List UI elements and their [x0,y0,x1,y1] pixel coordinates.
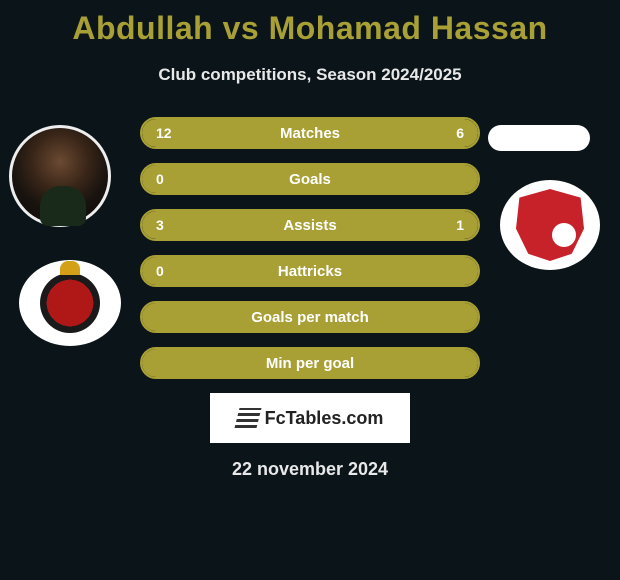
stat-row-gpm: Goals per match [140,301,480,333]
club-right-shield-icon [516,189,584,261]
stat-label: Assists [283,217,336,234]
page-title: Abdullah vs Mohamad Hassan [0,0,620,47]
stat-value-left: 12 [156,125,172,141]
date-label: 22 november 2024 [0,459,620,480]
club-left-emblem-icon [40,273,100,333]
club-right-badge [500,180,600,270]
subtitle: Club competitions, Season 2024/2025 [0,65,620,85]
stat-value-right: 6 [456,125,464,141]
player-right-avatar [488,125,590,151]
stat-label: Hattricks [278,263,342,280]
stat-fill-right [394,211,478,239]
player-left-avatar [9,125,111,227]
club-left-badge [19,260,121,346]
stat-value-left: 3 [156,217,164,233]
stat-row-goals: 0 Goals [140,163,480,195]
stat-label: Goals per match [251,309,369,326]
stat-row-matches: 12 Matches 6 [140,117,480,149]
stat-label: Min per goal [266,355,354,372]
stat-value-right: 1 [456,217,464,233]
stat-label: Goals [289,171,331,188]
stat-label: Matches [280,125,340,142]
stat-value-left: 0 [156,171,164,187]
stat-row-hattricks: 0 Hattricks [140,255,480,287]
stat-value-left: 0 [156,263,164,279]
stat-fill-left [142,211,394,239]
footer-brand-text: FcTables.com [265,408,384,429]
stat-row-assists: 3 Assists 1 [140,209,480,241]
footer-brand-box[interactable]: FcTables.com [210,393,410,443]
fctables-logo-icon [234,408,261,428]
stat-row-mpg: Min per goal [140,347,480,379]
